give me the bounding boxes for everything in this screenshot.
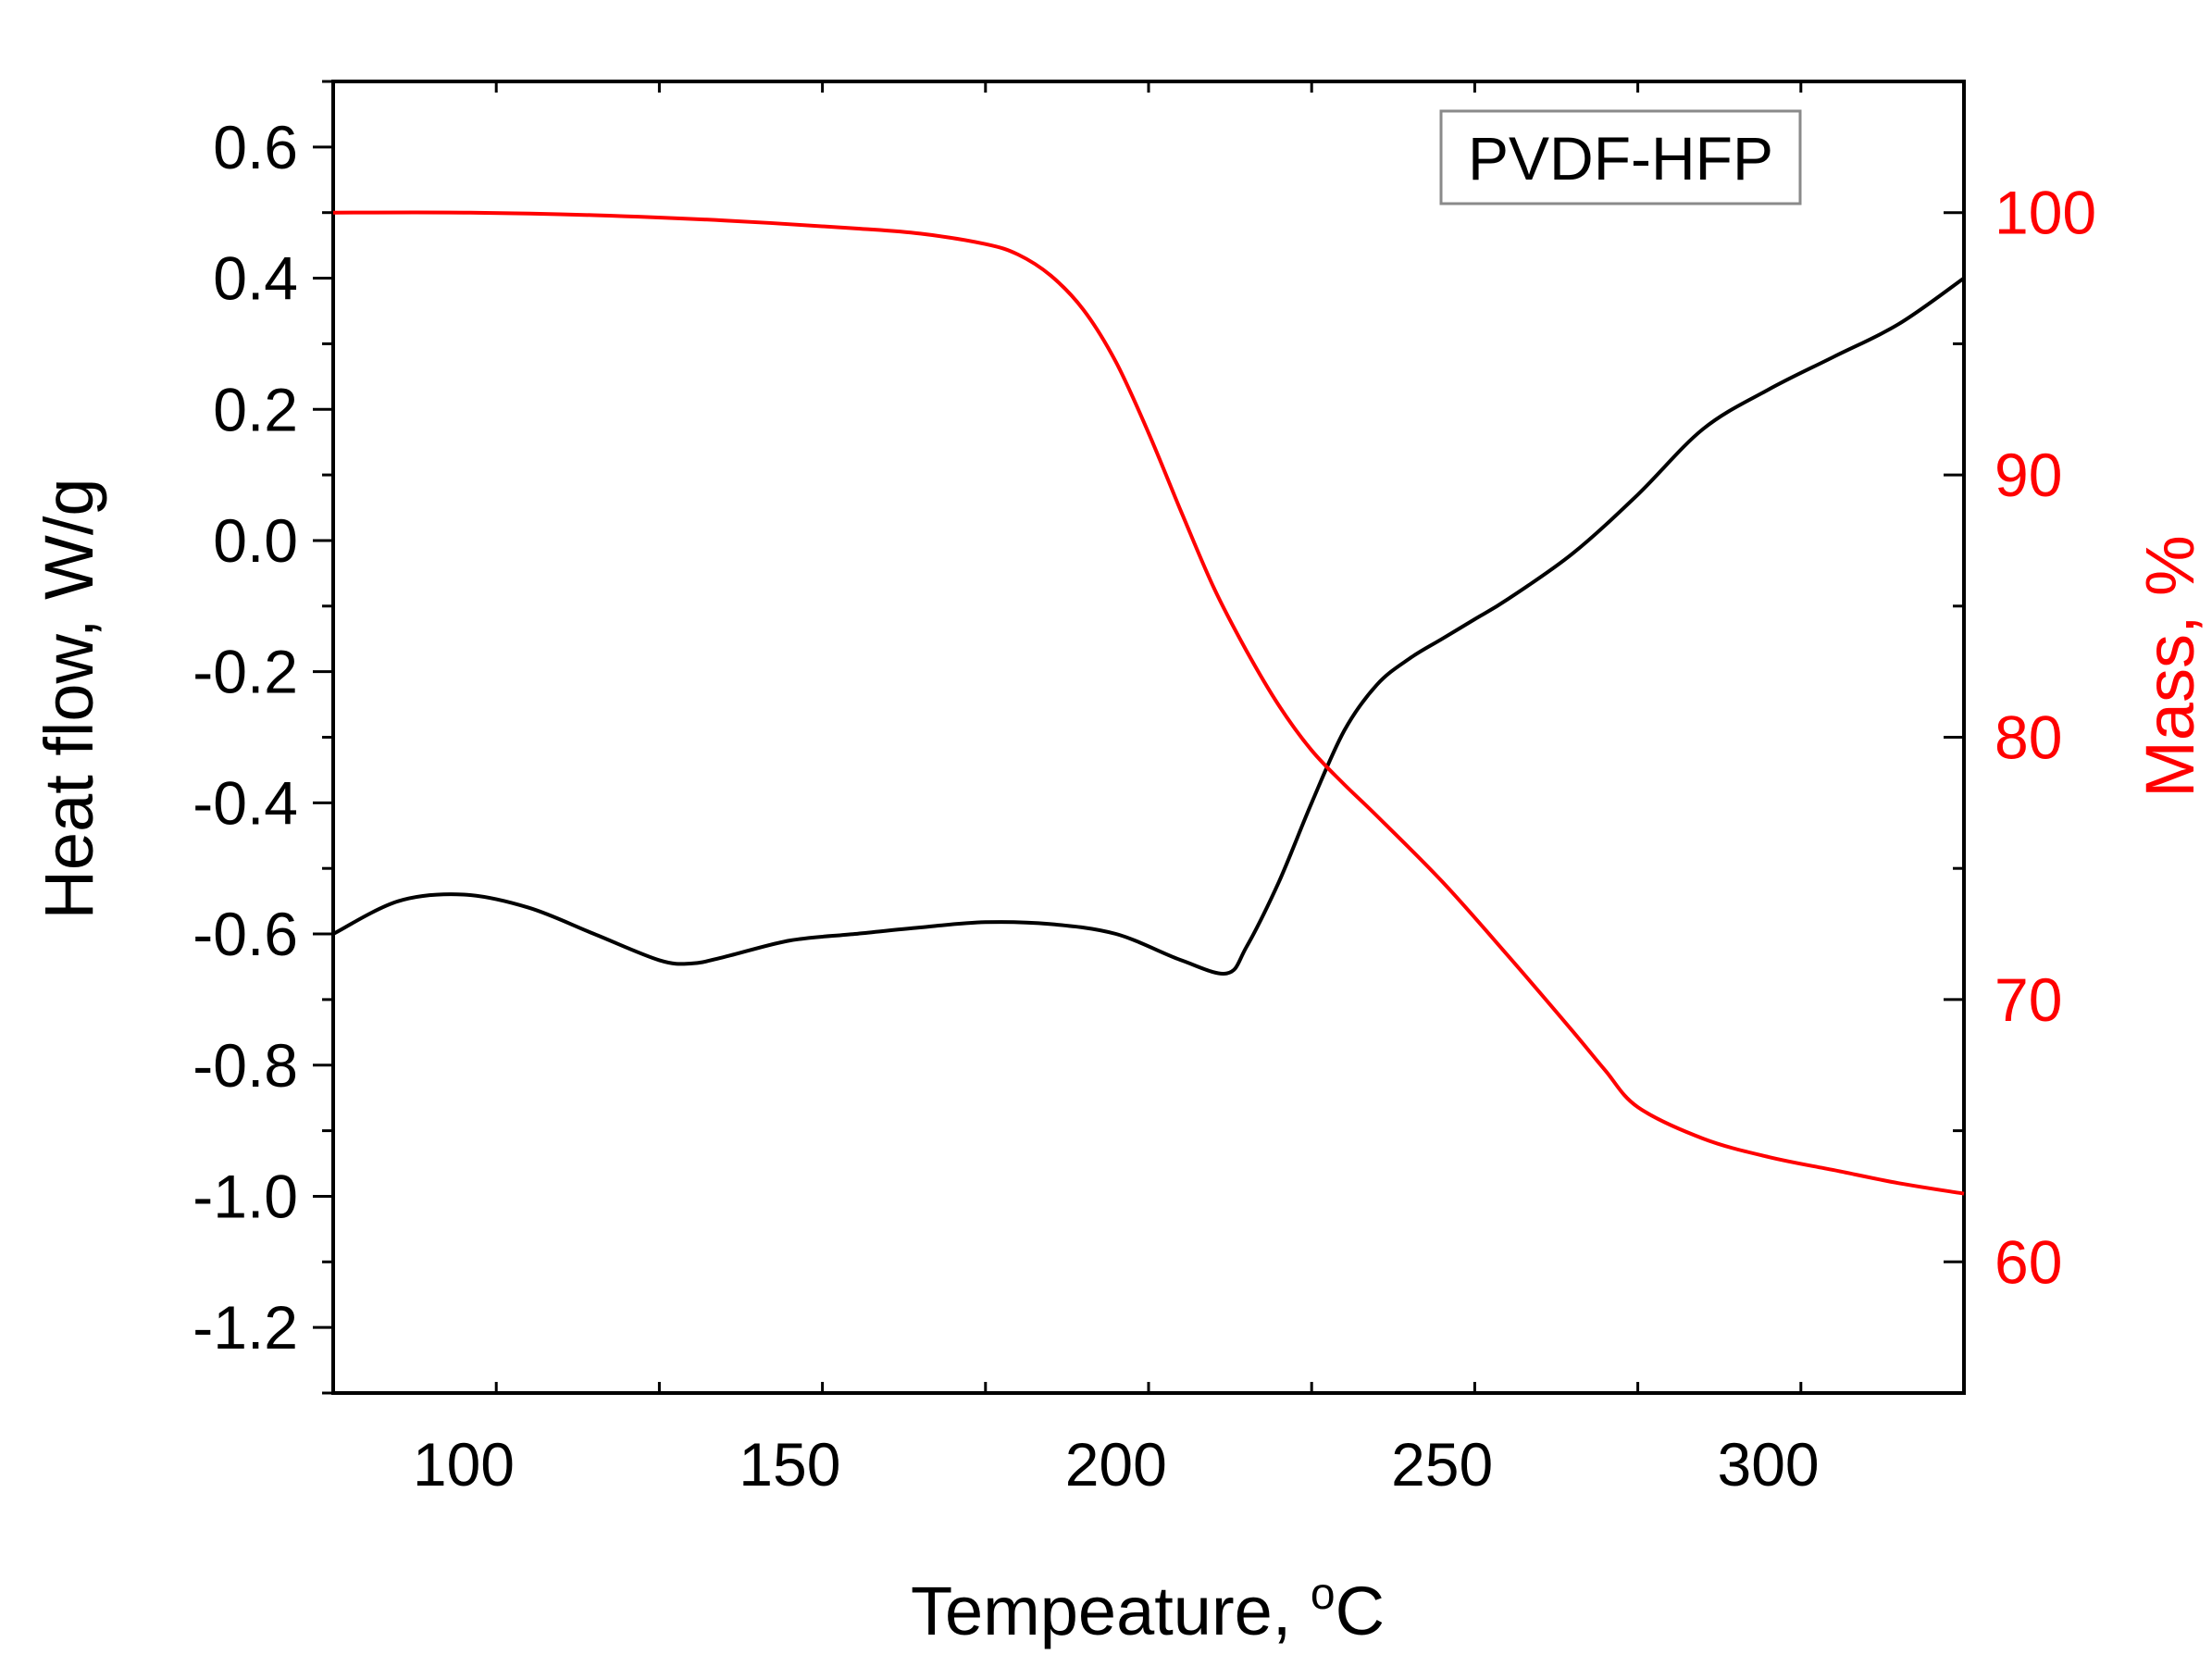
y-axis-left: 0.6 0.4 0.2 0.0 -0.2 -0.4 -0.6 -0.8 -1.0 -1.2 (193, 80, 333, 1395)
y-right-tick-label: 80 (1995, 703, 2062, 772)
y-axis-right: 100 90 80 70 60 (1944, 80, 2096, 1395)
y-right-tick-label: 100 (1995, 179, 2096, 247)
y-left-tick-label: -1.0 (193, 1162, 298, 1230)
x-axis-title-degree: o (1311, 1570, 1336, 1619)
x-tick-label: 100 (413, 1430, 515, 1499)
y-left-tick-label: 0.4 (213, 244, 298, 313)
x-axis: 100 150 200 250 300 (331, 81, 1966, 1499)
mass-line (332, 210, 1965, 1196)
x-axis-title: Tempeature, oC (911, 1570, 1385, 1649)
y-left-tick-label: 0.2 (213, 375, 298, 443)
x-tick-label: 300 (1717, 1430, 1819, 1499)
x-tick-label: 150 (739, 1430, 840, 1499)
x-tick-label: 250 (1391, 1430, 1493, 1499)
y-left-tick-label: -0.8 (193, 1031, 298, 1100)
x-axis-title-main: Tempeature, (911, 1573, 1311, 1649)
y-right-tick-label: 70 (1995, 965, 2062, 1034)
y-right-tick-label: 90 (1995, 441, 2062, 509)
legend-label: PVDF-HFP (1468, 124, 1773, 193)
y-left-tick-label: 0.0 (213, 506, 298, 575)
x-axis-title-unit: C (1336, 1573, 1385, 1649)
y-left-tick-label: -0.2 (193, 638, 298, 706)
plot-area (331, 80, 1966, 1395)
legend-box: PVDF-HFP (1439, 109, 1802, 205)
plot-frame (331, 80, 1966, 1395)
heat-flow-line (332, 276, 1966, 976)
y-axis-left-title: Heat flow, W/g (31, 478, 107, 919)
y-left-tick-label: 0.6 (213, 113, 298, 181)
y-left-tick-label: -0.6 (193, 900, 298, 968)
series-layer (332, 210, 1966, 1196)
x-tick-label: 200 (1065, 1430, 1167, 1499)
y-left-tick-label: -0.4 (193, 768, 298, 837)
y-axis-right-title: Mass, % (2131, 535, 2208, 798)
y-left-tick-label: -1.2 (193, 1293, 298, 1362)
y-right-tick-label: 60 (1995, 1227, 2062, 1296)
